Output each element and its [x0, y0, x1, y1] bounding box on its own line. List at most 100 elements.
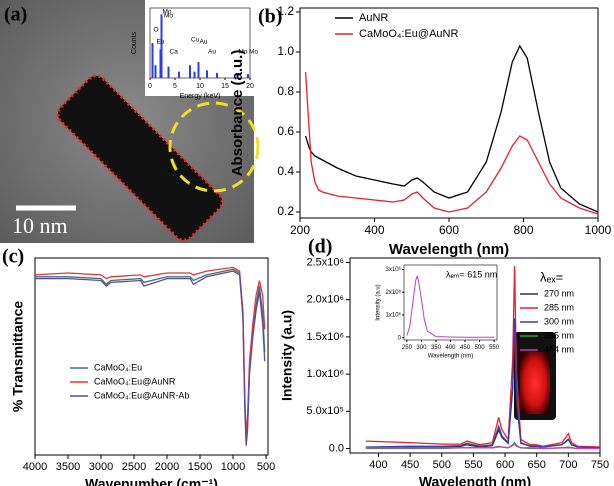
y-tick-label: 2.5x10⁶ — [306, 256, 344, 268]
eds-peak — [154, 65, 157, 78]
series-line — [34, 266, 266, 437]
y-tick-label: 1x10⁶ — [386, 312, 402, 319]
series-line — [365, 318, 601, 449]
x-tick-label: 750 — [591, 459, 609, 471]
legend-label: 270 nm — [544, 288, 574, 298]
y-tick-label: 0.6 — [277, 124, 294, 138]
cuvette-glow — [520, 352, 550, 414]
panel-label: (a) — [4, 4, 27, 26]
plot-frame — [34, 257, 269, 456]
y-tick-label: 1.0 — [277, 44, 294, 58]
y-tick-label: 5.0x10⁵ — [306, 405, 344, 417]
highlight-circle — [168, 101, 260, 193]
x-tick-label: 400 — [369, 459, 387, 471]
legend-label: CaMoO₄:Eu@AuNR — [359, 28, 458, 40]
y-tick-label: 0.2 — [277, 204, 294, 218]
x-tick-label: 4000 — [23, 461, 47, 473]
x-tick-label: 650 — [528, 459, 546, 471]
x-tick-label: 2500 — [122, 461, 146, 473]
eds-peak — [151, 43, 154, 78]
y-axis-label: % Transmittance — [10, 301, 26, 412]
x-axis-label: Energy (keV) — [180, 93, 221, 100]
eds-peak — [178, 71, 180, 78]
x-tick-label: 400 — [445, 345, 456, 351]
legend-label: 285 nm — [544, 302, 574, 312]
legend-label: AuNR — [359, 12, 388, 24]
x-tick-label: 3000 — [89, 461, 113, 473]
y-axis-label: Intensity (a.u) — [279, 310, 295, 401]
x-tick-label: 700 — [559, 459, 577, 471]
x-tick-label: 600 — [496, 459, 514, 471]
eds-peak — [167, 66, 170, 78]
x-tick-label: 1500 — [188, 461, 212, 473]
series-line — [406, 274, 495, 338]
peak-label: Mo — [239, 49, 248, 56]
x-tick-label: 5 — [173, 83, 177, 90]
y-axis-label: Counts — [131, 31, 138, 54]
legend-label: 464 nm — [544, 344, 574, 354]
x-tick-label: 600 — [439, 223, 459, 237]
x-tick-label: 400 — [364, 223, 384, 237]
x-tick-label: 550 — [489, 345, 500, 351]
eds-peak — [247, 74, 249, 78]
peak-label: Ca — [170, 49, 179, 56]
eds-peak — [160, 14, 163, 78]
x-axis-label: Wavelength (nm) — [389, 241, 509, 258]
y-tick-label: 1.5x10⁶ — [306, 331, 344, 343]
x-axis-label: Wavelength (nm) — [428, 354, 473, 360]
x-tick-label: 500 — [257, 461, 275, 473]
legend-label: 395 nm — [544, 330, 574, 340]
y-tick-label: 0.0 — [329, 442, 344, 454]
x-tick-label: 10 — [196, 83, 204, 90]
panel-label: (b) — [258, 6, 282, 28]
peak-label: Mo — [163, 9, 172, 16]
y-tick-label: 0.8 — [277, 84, 294, 98]
legend-label: CaMoO₄:Eu@AuNR — [94, 376, 176, 386]
x-tick-label: 20 — [246, 83, 254, 90]
legend-label: 300 nm — [544, 316, 574, 326]
panel-label: (d) — [308, 236, 332, 258]
y-axis-label: Intensity (a.u) — [376, 284, 382, 320]
annotation: λₑₘ= 615 nm — [446, 269, 497, 279]
x-tick-label: 15 — [221, 83, 229, 90]
x-tick-label: 350 — [431, 345, 442, 351]
peak-label: Au — [208, 49, 216, 56]
eds-peak — [216, 72, 218, 78]
x-tick-label: 450 — [401, 459, 419, 471]
peak-label: O — [154, 27, 159, 34]
y-tick-label: 1.2 — [277, 4, 294, 18]
x-tick-label: 1000 — [221, 461, 245, 473]
peak-label: Mo — [249, 49, 258, 56]
eds-peak — [236, 74, 239, 78]
eds-peak — [189, 65, 191, 78]
y-tick-label: 0 — [398, 335, 402, 341]
x-tick-label: 300 — [416, 345, 427, 351]
eds-peak — [206, 70, 208, 78]
y-tick-label: 2x10⁶ — [386, 289, 402, 296]
x-axis-label: Wavelength (nm) — [419, 474, 531, 486]
x-tick-label: 500 — [433, 459, 451, 471]
series-line — [35, 270, 266, 446]
series-line — [35, 268, 266, 442]
legend-title: λₑₓ= — [540, 269, 563, 284]
series-line — [304, 44, 599, 213]
x-tick-label: 2000 — [155, 461, 179, 473]
y-tick-label: 3x10⁶ — [386, 266, 402, 273]
plot-frame — [349, 257, 601, 454]
y-axis-label: Absorbance (a.u.) — [229, 50, 246, 177]
eds-peak — [197, 62, 200, 78]
y-tick-label: 2.0x10⁶ — [306, 294, 344, 306]
x-axis-label: Wavenumber (cm⁻¹) — [85, 476, 218, 486]
legend-label: CaMoO₄:Eu@AuNR-Ab — [94, 390, 189, 400]
eds-peak — [193, 71, 196, 78]
legend-label: CaMoO₄:Eu — [94, 362, 142, 372]
x-tick-label: 500 — [475, 345, 486, 351]
y-tick-label: 1.0x10⁶ — [306, 368, 344, 380]
x-tick-label: 3500 — [56, 461, 80, 473]
x-tick-label: 200 — [290, 223, 310, 237]
peak-label: Mo — [164, 13, 173, 20]
panel-label: (c) — [2, 246, 24, 268]
x-tick-label: 450 — [460, 345, 471, 351]
series-line — [365, 443, 600, 450]
